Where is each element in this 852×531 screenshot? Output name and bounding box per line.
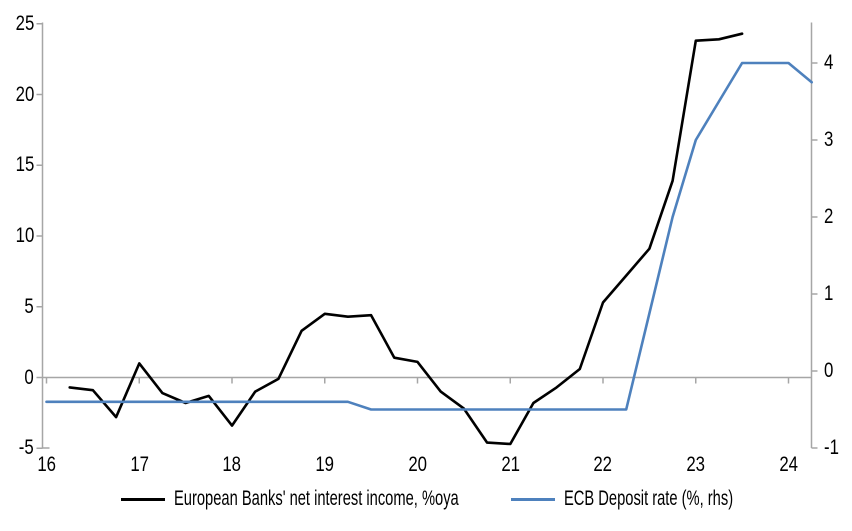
y-left-tick-label: 20 [0,82,34,106]
y-left-tick-label-text: -5 [19,436,34,460]
x-tick-label: 22 [571,454,635,476]
x-tick-label: 17 [107,454,171,476]
y-left-tick-label: 15 [0,154,34,176]
x-tick-label: 16 [15,454,79,476]
y-left-tick-label-text: 10 [15,224,34,247]
x-tick-label: 20 [386,454,450,476]
x-tick-label-text: 22 [593,453,613,476]
x-tick-label: 18 [200,454,264,476]
y-left-tick-label: -5 [0,437,34,459]
x-tick-label-text: 17 [129,453,149,476]
x-tick-label: 21 [478,454,542,476]
y-right-tick-label: 2 [824,206,836,228]
y-right-tick-label-text: 2 [824,205,834,228]
y-right-tick-label: 3 [824,129,836,151]
x-tick-label-text: 21 [500,453,520,476]
x-tick-label: 23 [664,454,728,476]
legend-line-swatch-black [121,497,165,501]
x-tick-label-text: 18 [222,453,242,476]
y-right-tick-label: 0 [824,360,836,382]
x-tick-label: 24 [757,454,821,476]
legend: European Banks' net interest income, %oy… [0,487,852,513]
y-left-tick-label: 0 [0,365,34,389]
x-tick-label-text: 24 [779,453,798,476]
series-group [45,32,814,446]
y-right-tick-label-text: 3 [824,128,834,151]
y-left-tick-label: 10 [0,225,34,247]
y-right-tick-label-text: 4 [824,51,834,74]
y-right-tick-label-text: 1 [824,282,834,305]
axes-group [36,22,818,449]
left-axis-line [41,22,50,449]
x-tick-label-text: 23 [686,453,706,476]
y-left-tick-label-text: 25 [15,11,34,35]
y-right-tick-label: 4 [824,52,836,74]
y-left-tick-label-text: 20 [15,82,34,106]
legend-item-net-interest-income: European Banks' net interest income, %oy… [121,487,581,511]
x-tick-label-text: 16 [37,453,56,476]
y-right-tick-label-text: 0 [824,359,834,382]
series-net-interest-income-line [68,32,744,446]
legend-label-net-interest-income: European Banks' net interest income, %oy… [174,487,459,510]
x-tick-label-text: 20 [408,453,427,476]
y-right-tick-label: -1 [824,437,843,459]
legend-item-ecb-deposit-rate: ECB Deposit rate (%, rhs) [511,487,806,511]
y-right-tick-label-text: -1 [824,436,839,459]
series-ecb-deposit-rate-line [45,61,814,411]
y-right-tick-label: 1 [824,283,836,305]
legend-line-swatch-blue [511,497,555,501]
y-left-tick-label: 5 [0,294,34,318]
y-left-tick-label-text: 0 [24,365,34,389]
y-left-tick-label-text: 15 [15,153,34,177]
y-left-tick-label-text: 5 [24,294,34,318]
y-left-tick-label: 25 [0,11,34,35]
x-tick-label-text: 19 [315,453,335,476]
x-tick-label: 19 [293,454,357,476]
legend-label-ecb-deposit-rate: ECB Deposit rate (%, rhs) [564,487,734,510]
